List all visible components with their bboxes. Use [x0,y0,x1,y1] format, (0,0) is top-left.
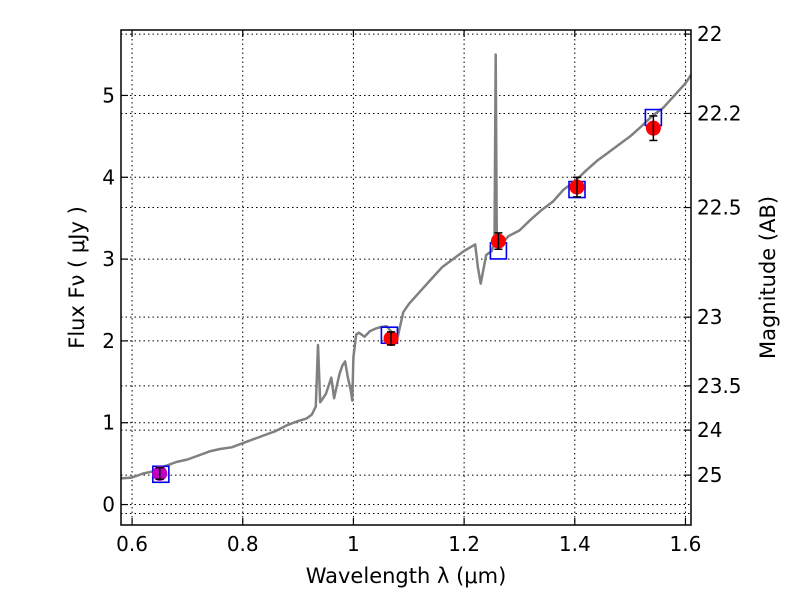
right-tick-label: 23 [697,305,722,329]
right-axis-label: Magnitude (AB) [756,196,780,359]
y-tick-label: 5 [102,83,115,107]
right-tick-label: 25 [697,463,722,487]
y-tick-label: 0 [102,493,115,517]
y-tick-label: 1 [102,411,115,435]
plot-frame [120,29,692,526]
grid-lines [121,30,691,525]
y-tick-label: 3 [102,247,115,271]
tick-marks [121,30,691,525]
tick-labels: 0.6 0.8 1 1.2 1.4 1.60123452222.222.52323.524… [102,22,741,556]
right-tick-label: 22.5 [697,196,742,220]
y-axis-label: Flux Fν ( μJy ) [65,206,89,349]
model-points-series [152,108,663,484]
spectrum-line [120,53,693,480]
x-tick-label: 1.2 [448,532,480,556]
right-tick-label: 22 [697,22,722,46]
right-tick-label: 23.5 [697,374,742,398]
x-tick-label: 1.4 [559,532,591,556]
spectrum-series [120,53,693,480]
x-tick-label: 0.6 [116,532,148,556]
y-tick-label: 2 [102,329,115,353]
right-tick-label: 22.2 [697,101,742,125]
y-tick-label: 4 [102,165,115,189]
x-tick-label: 0.8 [227,532,259,556]
x-axis-label: Wavelength λ (μm) [306,564,507,588]
x-tick-label: 1 [347,532,360,556]
right-tick-label: 24 [697,418,722,442]
x-tick-label: 1.6 [670,532,702,556]
measured-points-series [152,115,661,481]
